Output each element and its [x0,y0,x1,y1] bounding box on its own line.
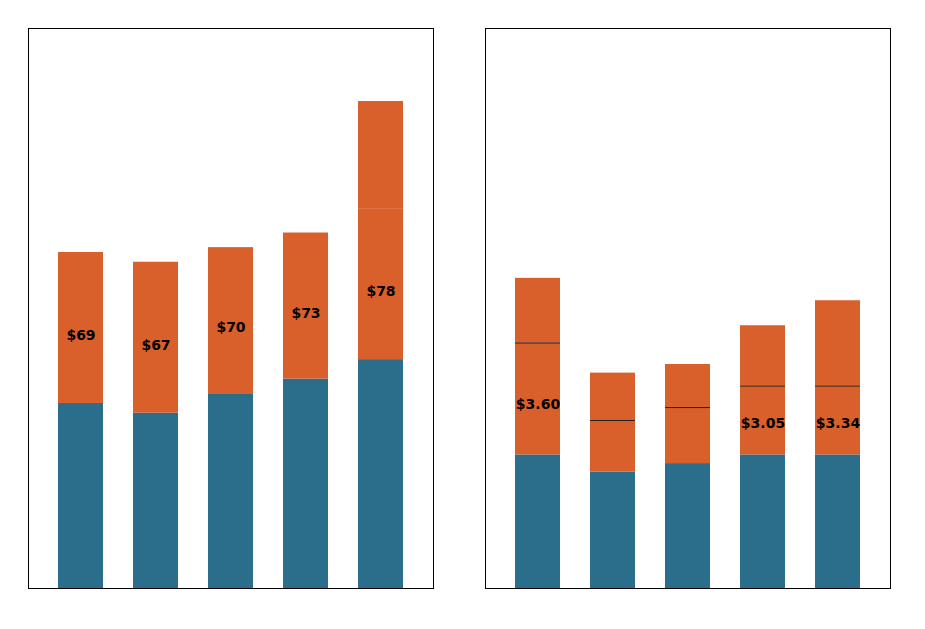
svg-text:$3.34: $3.34 [816,415,861,431]
svg-text:$69: $69 [66,327,95,343]
svg-text:$78: $78 [366,283,395,299]
svg-text:$73: $73 [291,305,320,321]
svg-text:$67: $67 [141,337,170,353]
svg-text:$70: $70 [216,319,245,335]
svg-text:$3.60: $3.60 [516,396,561,412]
svg-text:$3.05: $3.05 [741,415,785,431]
